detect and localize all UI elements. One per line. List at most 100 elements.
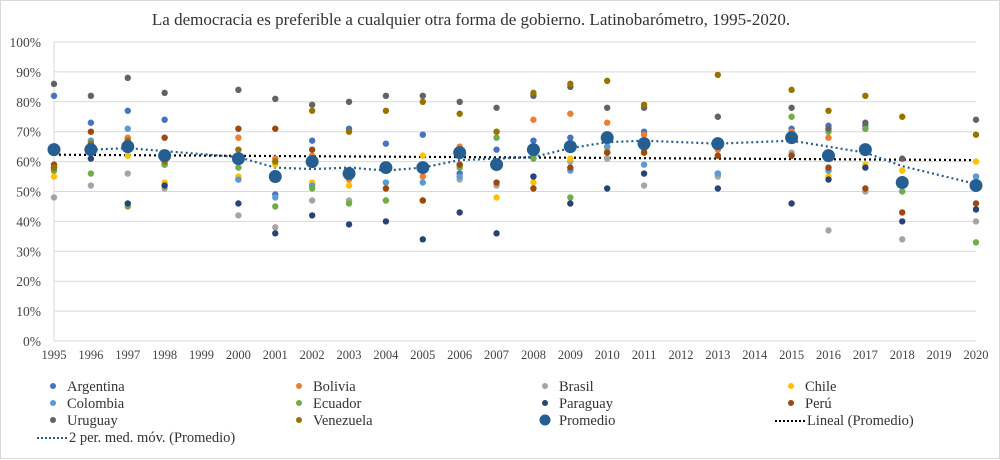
x-axis-ticks: 1995 1996 1997 1998 1999 2000 2001 2002 2003 2004…	[42, 348, 989, 362]
legend-label: Brasil	[559, 379, 594, 395]
point-uruguay	[345, 98, 353, 106]
point-venezuela	[456, 110, 463, 117]
point-argentina	[382, 140, 390, 147]
x-tick-label: 1998	[152, 348, 177, 362]
point-paraguay	[640, 170, 648, 177]
point-ecuador	[862, 125, 869, 132]
point-paraguay	[899, 218, 906, 225]
legend: Argentina Bolivia Brasil Chile Colombia Ecuad…	[37, 379, 914, 446]
legend-label: Argentina	[67, 379, 125, 395]
point-argentina	[308, 137, 316, 144]
legend-label: Paraguay	[559, 396, 614, 412]
point-brasil	[604, 155, 611, 162]
x-tick-label: 2015	[779, 348, 804, 362]
point-paraguay	[493, 230, 500, 237]
y-tick-label: 50%	[16, 185, 41, 200]
point-colombia	[714, 170, 722, 177]
point-venezuela	[50, 164, 58, 171]
point-perú	[567, 164, 574, 171]
point-ecuador	[530, 155, 537, 162]
point-paraguay	[567, 200, 574, 207]
x-tick-label: 2009	[558, 348, 583, 362]
legend-marker	[542, 383, 548, 389]
point-colombia	[382, 179, 390, 186]
legend-label: Colombia	[67, 396, 125, 412]
point-perú	[640, 149, 648, 156]
point-paraguay	[456, 209, 463, 216]
y-tick-label: 10%	[16, 304, 41, 319]
point-colombia	[640, 161, 648, 168]
point-uruguay	[788, 104, 795, 111]
point-bolivia	[825, 134, 832, 141]
promedio-point	[563, 140, 577, 154]
x-tick-label: 2020	[964, 348, 989, 362]
point-perú	[825, 164, 832, 171]
point-bolivia	[567, 110, 574, 117]
promedio-point	[305, 155, 319, 169]
promedio-point	[490, 158, 504, 172]
promedio-point	[121, 140, 135, 154]
point-perú	[788, 152, 795, 159]
point-uruguay	[50, 80, 58, 88]
point-ecuador	[345, 200, 353, 207]
y-tick-label: 40%	[16, 214, 41, 229]
point-perú	[972, 200, 980, 207]
point-venezuela	[493, 128, 500, 135]
point-chile	[972, 158, 980, 165]
x-tick-label: 2002	[300, 348, 325, 362]
point-venezuela	[825, 107, 832, 114]
point-argentina	[530, 137, 537, 144]
x-tick-label: 2003	[337, 348, 362, 362]
x-tick-label: 2019	[927, 348, 952, 362]
x-tick-label: 1997	[115, 348, 140, 362]
point-uruguay	[419, 92, 426, 100]
x-tick-label: 2006	[447, 348, 472, 362]
promedio-point	[47, 143, 61, 157]
point-bolivia	[419, 173, 426, 180]
legend-label: Perú	[805, 396, 832, 412]
point-ecuador	[87, 170, 95, 177]
point-brasil	[899, 236, 906, 243]
point-perú	[419, 197, 426, 204]
point-paraguay	[87, 155, 95, 162]
point-uruguay	[272, 95, 279, 103]
point-chile	[124, 152, 131, 159]
point-paraguay	[308, 212, 316, 219]
point-colombia	[456, 173, 463, 180]
y-axis-ticks: 0% 10% 20% 30% 40% 50% 60% 70% 80% 90% 100%	[10, 35, 42, 349]
point-bolivia	[640, 131, 648, 138]
x-tick-label: 2010	[595, 348, 620, 362]
point-ecuador	[272, 203, 279, 210]
x-tick-label: 2012	[668, 348, 693, 362]
point-argentina	[87, 119, 95, 126]
legend-label: Chile	[805, 379, 836, 395]
point-uruguay	[825, 125, 832, 132]
x-tick-label: 2005	[410, 348, 435, 362]
point-chile	[345, 182, 353, 189]
point-perú	[714, 152, 722, 159]
point-paraguay	[862, 164, 869, 171]
point-venezuela	[530, 89, 537, 97]
point-venezuela	[235, 146, 242, 153]
x-tick-label: 2008	[521, 348, 546, 362]
point-chile	[899, 167, 906, 174]
promedio-point	[821, 149, 835, 163]
point-venezuela	[972, 131, 980, 138]
point-ecuador	[899, 188, 906, 195]
point-brasil	[972, 218, 980, 225]
x-tick-label: 2018	[890, 348, 915, 362]
point-ecuador	[308, 185, 316, 192]
point-argentina	[567, 134, 574, 141]
x-tick-label: 2007	[484, 348, 509, 362]
promedio-point	[895, 176, 909, 190]
point-paraguay	[161, 182, 168, 189]
point-paraguay	[788, 200, 795, 207]
point-argentina	[50, 92, 58, 100]
point-venezuela	[862, 92, 869, 100]
point-uruguay	[456, 98, 463, 106]
point-perú	[456, 161, 463, 168]
point-venezuela	[419, 98, 426, 106]
legend-marker	[542, 400, 548, 406]
x-tick-label: 2016	[816, 348, 841, 362]
legend-label: 2 per. med. móv. (Promedio)	[69, 430, 235, 446]
